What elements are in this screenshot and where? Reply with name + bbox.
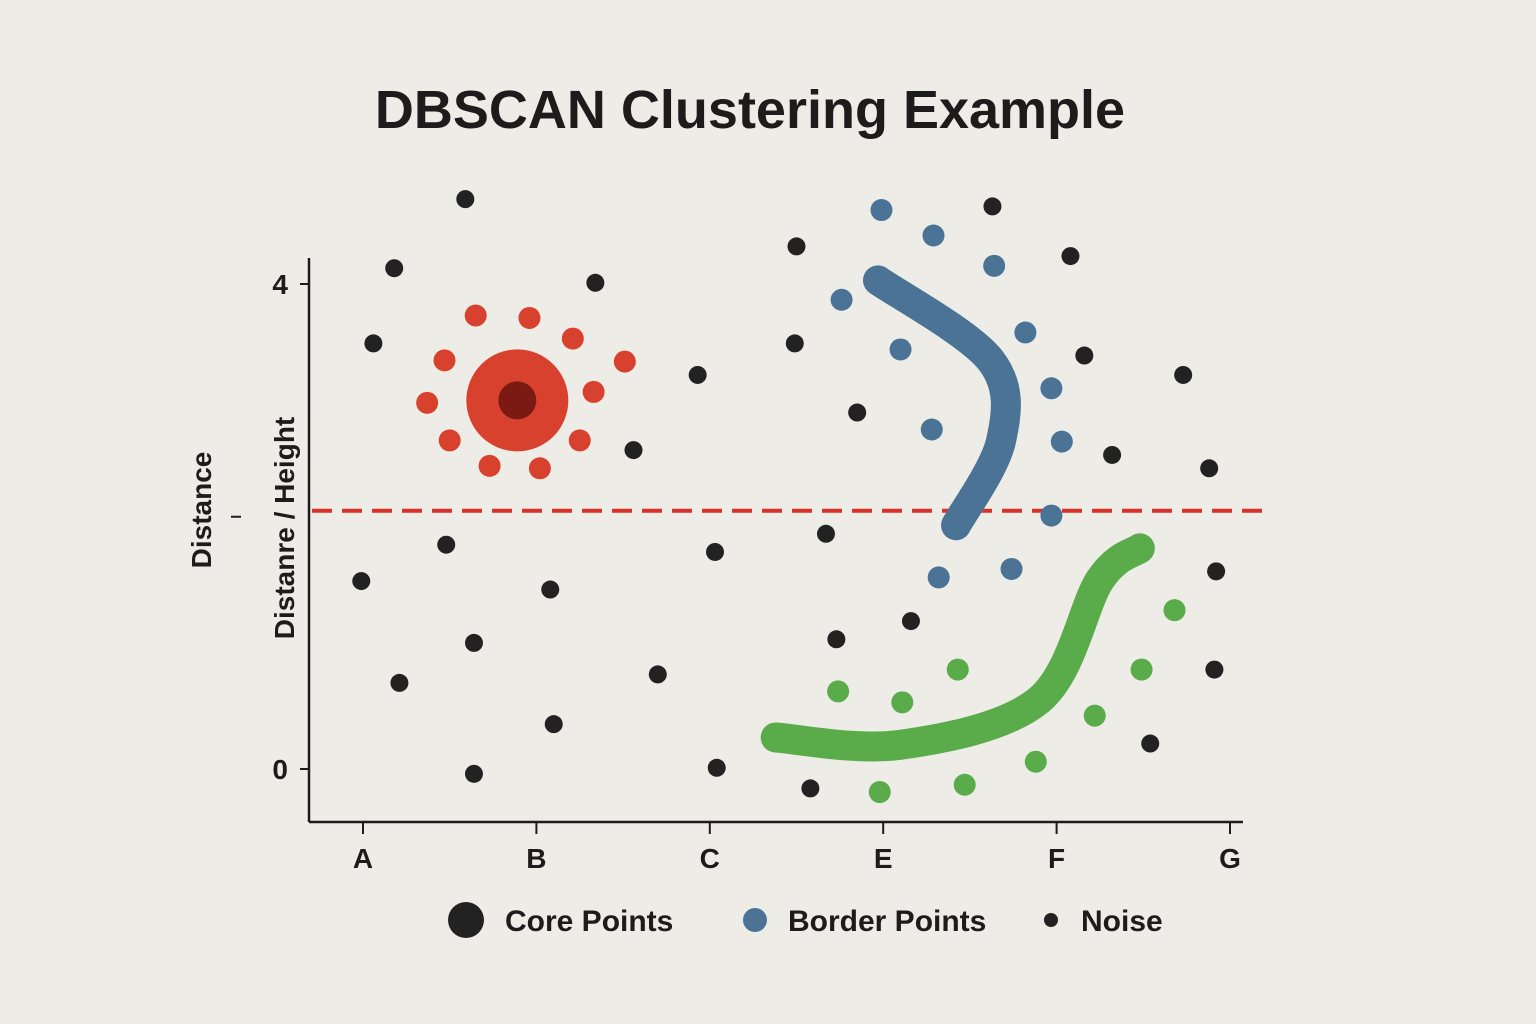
noise-point [586, 273, 605, 292]
noise-point [1103, 445, 1122, 464]
noise-point [688, 365, 707, 384]
red-border-point [478, 454, 501, 477]
blue-border-point [983, 254, 1006, 277]
noise-point [464, 633, 483, 652]
noise-point [706, 542, 725, 561]
legend-border-marker [743, 908, 767, 932]
x-tick-label: F [1048, 843, 1065, 874]
x-tick-label: E [874, 843, 893, 874]
y-ticks: 04 [231, 269, 309, 785]
red-border-point [416, 391, 439, 414]
noise-point [848, 403, 867, 422]
blue-border-point [922, 224, 945, 247]
blue-border-point [1000, 557, 1023, 580]
blue-border-point [1050, 430, 1073, 453]
blue-border-point [889, 338, 912, 361]
blue-core-region [862, 265, 1021, 541]
blue-border-point [870, 199, 893, 222]
green-border-point [946, 658, 969, 681]
x-tick-label: G [1219, 843, 1241, 874]
green-core-region [760, 533, 1155, 762]
noise-point [785, 334, 804, 353]
noise-point [1207, 562, 1226, 581]
noise-point [801, 779, 820, 798]
green-border-point [1130, 658, 1153, 681]
noise-point [707, 758, 726, 777]
green-border-point [827, 680, 850, 703]
noise-point [983, 197, 1002, 216]
red-border-point [582, 380, 605, 403]
noise-point [390, 673, 409, 692]
red-core-center [498, 381, 537, 420]
red-border-point [613, 350, 636, 373]
legend-core-label: Core Points [505, 905, 673, 938]
blue-border-point [927, 566, 950, 589]
x-tick-label: A [353, 843, 373, 874]
green-border-point [868, 781, 891, 804]
noise-point [901, 612, 920, 631]
noise-point [816, 524, 835, 543]
noise-point [352, 572, 371, 591]
noise-point [437, 535, 456, 554]
x-tick-label: B [526, 843, 546, 874]
noise-point [544, 715, 563, 734]
noise-point [1061, 247, 1080, 266]
legend: Core Points Border Points Noise [448, 902, 1163, 938]
legend-core-marker [448, 902, 484, 938]
green-border-point [1024, 750, 1047, 773]
y-tick-label: 4 [272, 269, 288, 300]
noise-point [541, 580, 560, 599]
chart-title: DBSCAN Clustering Example [375, 80, 1125, 140]
blue-border-point [1014, 321, 1037, 344]
noise-point [364, 334, 383, 353]
noise-point [464, 764, 483, 783]
noise-point [1075, 346, 1094, 365]
red-border-point [518, 306, 541, 329]
x-tick-label: C [700, 843, 720, 874]
blue-border-point [920, 418, 943, 441]
noise-point [787, 237, 806, 256]
red-border-point [528, 457, 551, 480]
noise-point [1200, 459, 1219, 478]
red-border-point [561, 327, 584, 350]
red-border-point [433, 349, 456, 372]
noise-point [648, 665, 667, 684]
noise-point [456, 190, 475, 209]
blue-border-point [1040, 504, 1063, 527]
legend-border-label: Border Points [788, 905, 986, 938]
plot-area [312, 190, 1270, 804]
green-border-point [1083, 704, 1106, 727]
blue-border-point [1040, 377, 1063, 400]
legend-noise-label: Noise [1081, 905, 1163, 938]
legend-noise-marker [1044, 913, 1058, 927]
y-tick-label: 0 [272, 754, 288, 785]
green-border-point [953, 773, 976, 796]
noise-point [385, 259, 404, 278]
red-border-point [464, 304, 487, 327]
y-axis-label: Distanre / Height [269, 417, 300, 639]
noise-point [827, 630, 846, 649]
red-border-point [568, 429, 591, 452]
noise-point [1205, 660, 1224, 679]
blue-border-point [830, 288, 853, 311]
green-border-point [891, 691, 914, 714]
noise-point [624, 441, 643, 460]
red-border-point [438, 429, 461, 452]
noise-point [1141, 734, 1160, 753]
y-axis-label-secondary: Distance [186, 452, 217, 569]
noise-point [1174, 365, 1193, 384]
green-border-point [1163, 599, 1186, 622]
